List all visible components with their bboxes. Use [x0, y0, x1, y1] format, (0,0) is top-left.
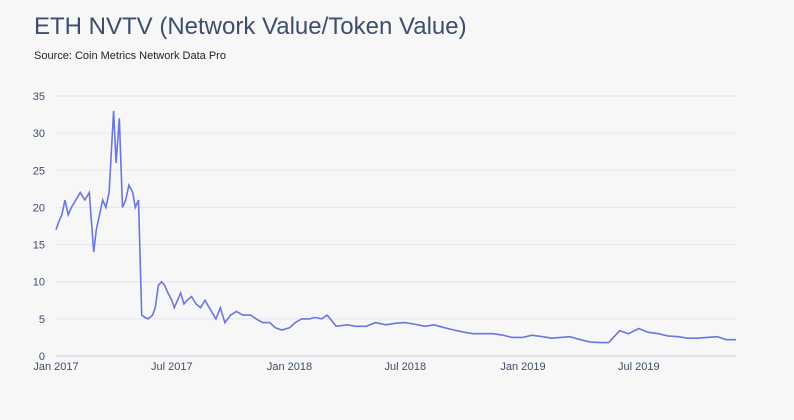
gridlines [56, 95, 736, 320]
chart-title: ETH NVTV (Network Value/Token Value) [34, 13, 467, 40]
x-tick-label: Jul 2017 [151, 361, 193, 373]
x-tick-label: Jan 2019 [500, 361, 545, 373]
y-tick-label: 10 [33, 277, 45, 289]
y-tick-label: 5 [39, 314, 45, 326]
series-line [55, 110, 736, 344]
x-tick-label: Jul 2019 [618, 361, 660, 373]
y-tick-label: 35 [33, 91, 45, 103]
x-axis-ticks: Jan 2017 Jul 2017 Jan 2018 Jul 2018 Jan 2019… [33, 361, 659, 373]
y-tick-label: 25 [33, 165, 45, 177]
y-tick-label: 30 [33, 128, 45, 140]
x-tick-label: Jan 2018 [267, 361, 312, 373]
y-axis-ticks: 0 5 10 15 20 25 30 35 [33, 91, 45, 363]
x-tick-label: Jan 2017 [33, 361, 78, 373]
y-tick-label: 0 [39, 351, 45, 363]
x-tick-label: Jul 2018 [384, 361, 426, 373]
y-tick-label: 20 [33, 202, 45, 214]
y-tick-label: 15 [33, 240, 45, 252]
chart-source: Source: Coin Metrics Network Data Pro [34, 50, 226, 62]
